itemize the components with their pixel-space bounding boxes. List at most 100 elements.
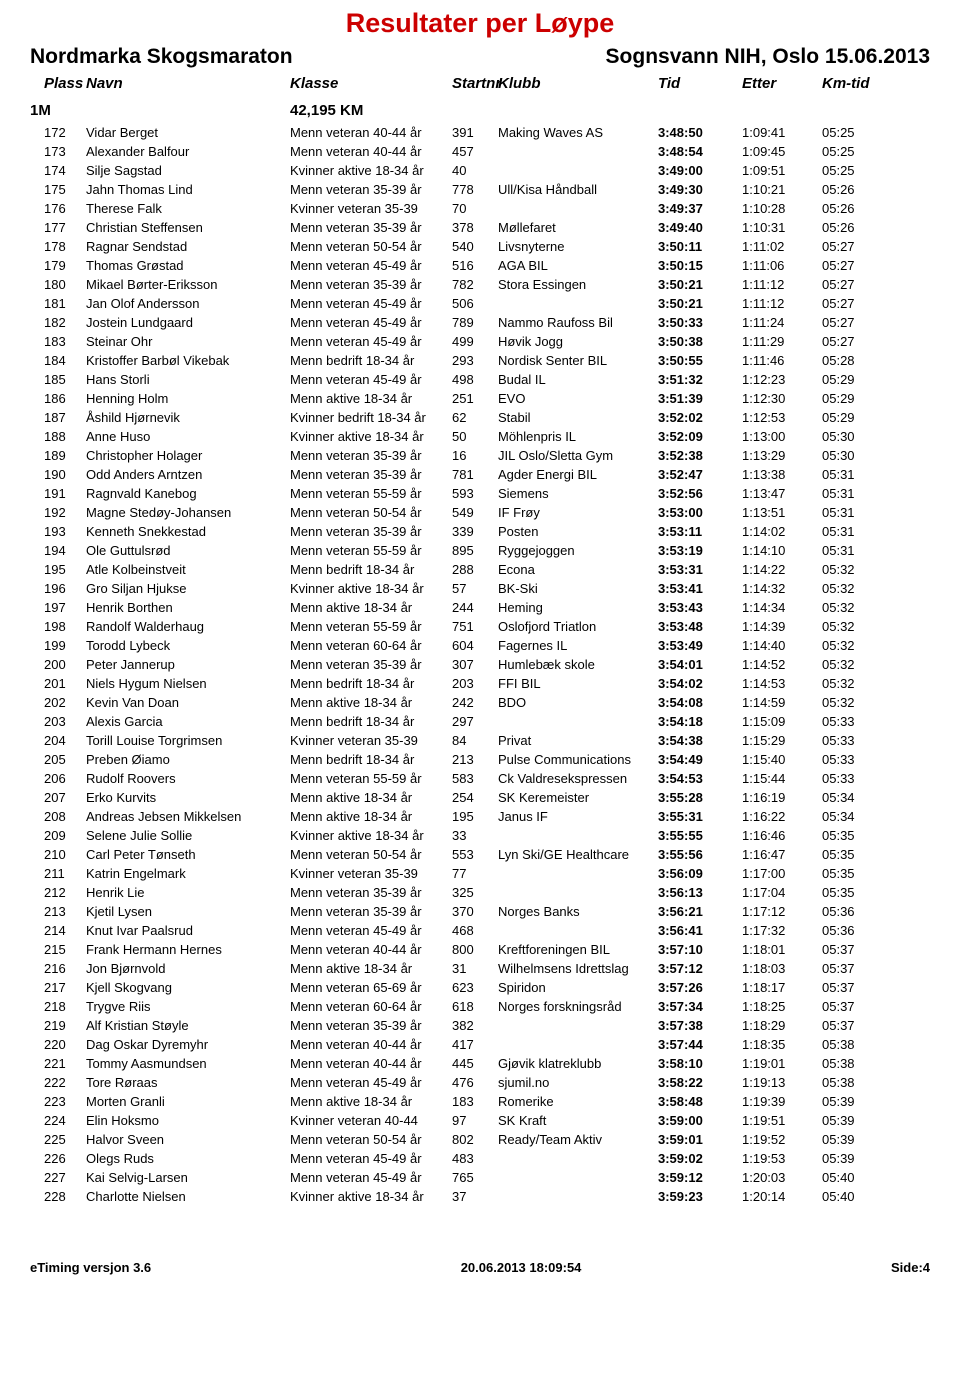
cell-plass: 197: [30, 598, 86, 617]
cell-klasse: Menn veteran 65-69 år: [290, 978, 452, 997]
cell-klasse: Menn veteran 50-54 år: [290, 503, 452, 522]
cell-klasse: Menn veteran 35-39 år: [290, 218, 452, 237]
cell-klubb: Econa: [498, 560, 658, 579]
cell-etter: 1:17:12: [742, 902, 822, 921]
cell-klasse: Menn veteran 55-59 år: [290, 769, 452, 788]
cell-etter: 1:18:25: [742, 997, 822, 1016]
cell-klubb: [498, 294, 658, 313]
cell-plass: 228: [30, 1187, 86, 1206]
cell-klubb: SK Keremeister: [498, 788, 658, 807]
cell-etter: 1:16:19: [742, 788, 822, 807]
cell-plass: 210: [30, 845, 86, 864]
cell-startnr: 457: [452, 142, 498, 161]
cell-navn: Christian Steffensen: [86, 218, 290, 237]
cell-startnr: 50: [452, 427, 498, 446]
cell-navn: Niels Hygum Nielsen: [86, 674, 290, 693]
cell-tid: 3:54:01: [658, 655, 742, 674]
cell-tid: 3:53:48: [658, 617, 742, 636]
cell-etter: 1:14:32: [742, 579, 822, 598]
cell-kmtid: 05:31: [822, 541, 890, 560]
cell-klubb: [498, 921, 658, 940]
results-table: 172Vidar BergetMenn veteran 40-44 år391M…: [30, 123, 930, 1206]
cell-klasse: Kvinner veteran 35-39: [290, 199, 452, 218]
cell-etter: 1:18:01: [742, 940, 822, 959]
cell-tid: 3:59:23: [658, 1187, 742, 1206]
results-page: Resultater per Løype Nordmarka Skogsmara…: [0, 0, 960, 1285]
cell-etter: 1:19:01: [742, 1054, 822, 1073]
cell-tid: 3:53:49: [658, 636, 742, 655]
cell-tid: 3:56:21: [658, 902, 742, 921]
cell-klubb: Ull/Kisa Håndball: [498, 180, 658, 199]
table-row: 176Therese FalkKvinner veteran 35-39703:…: [30, 199, 930, 218]
table-row: 195Atle KolbeinstveitMenn bedrift 18-34 …: [30, 560, 930, 579]
cell-klasse: Menn aktive 18-34 år: [290, 788, 452, 807]
cell-tid: 3:53:43: [658, 598, 742, 617]
cell-klubb: Stora Essingen: [498, 275, 658, 294]
cell-startnr: 97: [452, 1111, 498, 1130]
table-row: 201Niels Hygum NielsenMenn bedrift 18-34…: [30, 674, 930, 693]
cell-klubb: sjumil.no: [498, 1073, 658, 1092]
cell-etter: 1:18:29: [742, 1016, 822, 1035]
cell-klubb: Fagernes IL: [498, 636, 658, 655]
cell-navn: Alexis Garcia: [86, 712, 290, 731]
cell-kmtid: 05:32: [822, 598, 890, 617]
cell-plass: 199: [30, 636, 86, 655]
cell-etter: 1:10:28: [742, 199, 822, 218]
cell-klasse: Menn veteran 35-39 år: [290, 902, 452, 921]
cell-etter: 1:15:09: [742, 712, 822, 731]
cell-plass: 181: [30, 294, 86, 313]
cell-kmtid: 05:35: [822, 826, 890, 845]
cell-etter: 1:11:12: [742, 294, 822, 313]
cell-etter: 1:19:51: [742, 1111, 822, 1130]
cell-klasse: Menn bedrift 18-34 år: [290, 750, 452, 769]
cell-plass: 209: [30, 826, 86, 845]
cell-etter: 1:19:13: [742, 1073, 822, 1092]
cell-kmtid: 05:30: [822, 427, 890, 446]
cell-plass: 220: [30, 1035, 86, 1054]
footer-center: 20.06.2013 18:09:54: [461, 1260, 582, 1275]
col-plass: Plass: [30, 75, 86, 92]
cell-startnr: 468: [452, 921, 498, 940]
cell-startnr: 242: [452, 693, 498, 712]
cell-startnr: 307: [452, 655, 498, 674]
cell-etter: 1:11:02: [742, 237, 822, 256]
table-row: 212Henrik LieMenn veteran 35-39 år3253:5…: [30, 883, 930, 902]
cell-plass: 187: [30, 408, 86, 427]
event-header: Nordmarka Skogsmaraton Sognsvann NIH, Os…: [30, 45, 930, 69]
cell-klasse: Menn veteran 45-49 år: [290, 1168, 452, 1187]
cell-navn: Henning Holm: [86, 389, 290, 408]
cell-etter: 1:11:29: [742, 332, 822, 351]
cell-plass: 207: [30, 788, 86, 807]
cell-klasse: Menn aktive 18-34 år: [290, 693, 452, 712]
cell-startnr: 244: [452, 598, 498, 617]
cell-kmtid: 05:35: [822, 864, 890, 883]
event-location-date: Sognsvann NIH, Oslo 15.06.2013: [606, 45, 930, 69]
table-row: 184Kristoffer Barbøl VikebakMenn bedrift…: [30, 351, 930, 370]
cell-navn: Anne Huso: [86, 427, 290, 446]
col-kmtid: Km-tid: [822, 75, 890, 92]
cell-tid: 3:59:01: [658, 1130, 742, 1149]
column-headers: Plass Navn Klasse Startnr Klubb Tid Ette…: [30, 73, 930, 96]
table-row: 175Jahn Thomas LindMenn veteran 35-39 år…: [30, 180, 930, 199]
cell-tid: 3:48:50: [658, 123, 742, 142]
cell-etter: 1:16:46: [742, 826, 822, 845]
cell-etter: 1:11:24: [742, 313, 822, 332]
cell-navn: Elin Hoksmo: [86, 1111, 290, 1130]
cell-klasse: Menn veteran 35-39 år: [290, 180, 452, 199]
cell-navn: Preben Øiamo: [86, 750, 290, 769]
cell-plass: 182: [30, 313, 86, 332]
cell-klasse: Kvinner aktive 18-34 år: [290, 579, 452, 598]
cell-etter: 1:13:47: [742, 484, 822, 503]
cell-tid: 3:52:47: [658, 465, 742, 484]
cell-startnr: 391: [452, 123, 498, 142]
cell-tid: 3:56:09: [658, 864, 742, 883]
cell-klubb: [498, 1168, 658, 1187]
cell-plass: 201: [30, 674, 86, 693]
cell-klasse: Menn veteran 50-54 år: [290, 237, 452, 256]
cell-plass: 221: [30, 1054, 86, 1073]
cell-navn: Atle Kolbeinstveit: [86, 560, 290, 579]
cell-etter: 1:14:34: [742, 598, 822, 617]
table-row: 215Frank Hermann HernesMenn veteran 40-4…: [30, 940, 930, 959]
cell-navn: Alexander Balfour: [86, 142, 290, 161]
cell-etter: 1:09:51: [742, 161, 822, 180]
